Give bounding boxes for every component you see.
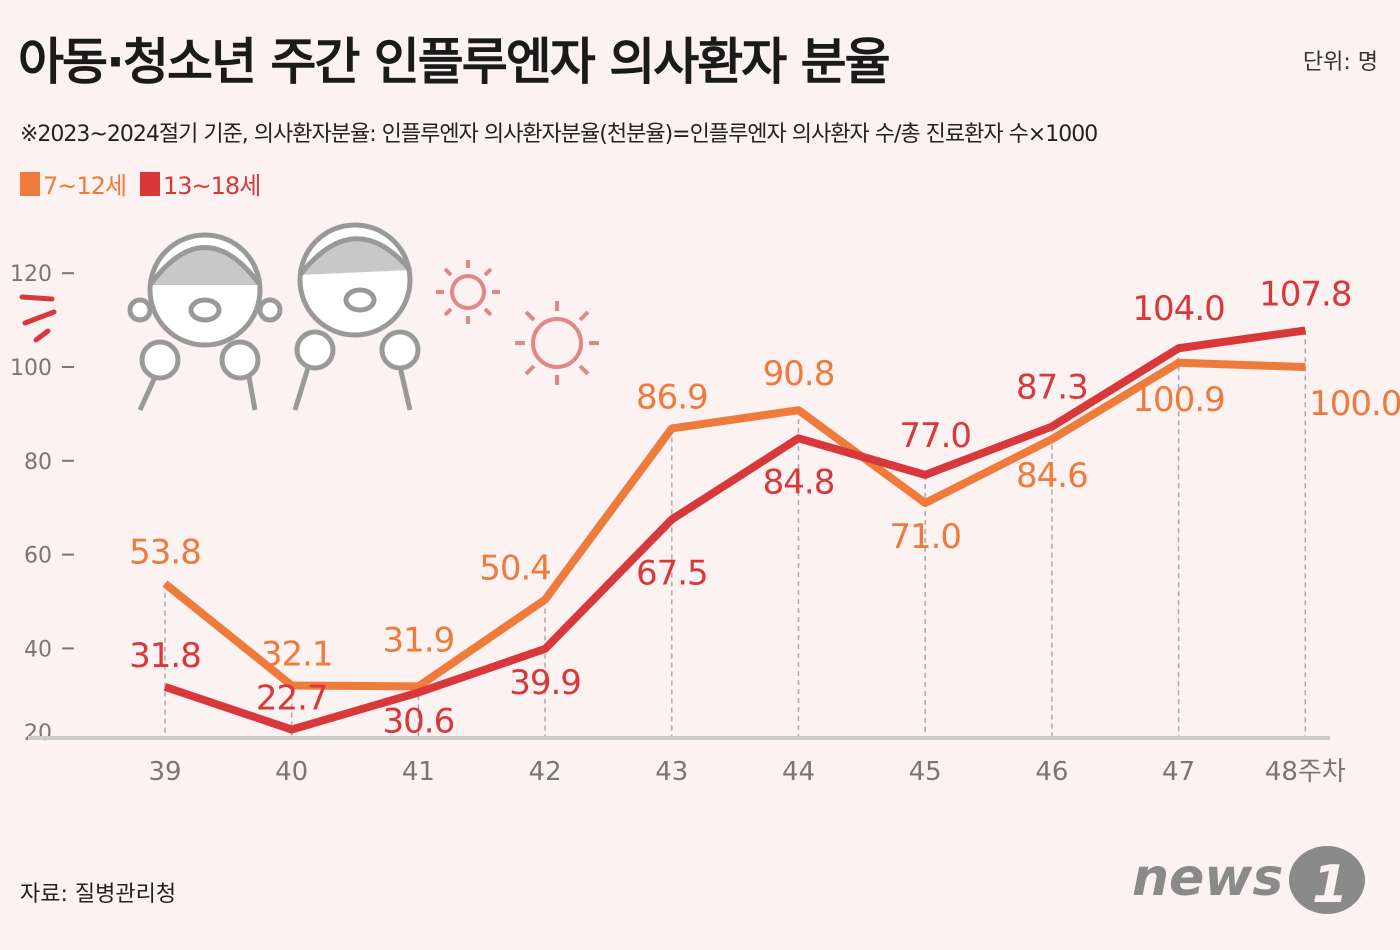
series-line-13-18	[163, 326, 1306, 734]
grid	[164, 330, 1307, 738]
illustration-children	[127, 222, 421, 412]
legend-swatch	[20, 171, 40, 196]
child-girl-icon	[127, 232, 283, 412]
y-tick-label: 40	[24, 637, 52, 662]
legend: 7~12세 13~18세	[20, 166, 261, 201]
x-axis: 39 40 41 42 43 44 45 46 47 48주차	[148, 757, 1345, 787]
data-label: 87.3	[1016, 368, 1088, 408]
data-label: 31.9	[383, 620, 455, 660]
x-tick-label: 45	[909, 757, 942, 787]
data-label: 107.8	[1259, 274, 1351, 314]
legend-item-7-12: 7~12세	[20, 166, 127, 201]
x-tick-label: 46	[1035, 757, 1068, 787]
sneeze-marks-icon	[19, 294, 57, 343]
virus-icon	[436, 260, 599, 385]
data-label: 90.8	[763, 354, 835, 394]
series-line-7-12	[162, 358, 1306, 691]
x-tick-label: 41	[402, 757, 435, 787]
data-label: 32.1	[261, 634, 333, 674]
y-tick-label: 20	[24, 721, 52, 746]
x-tick-label: 39	[148, 757, 181, 787]
legend-label: 13~18세	[163, 172, 261, 200]
data-label: 31.8	[129, 636, 201, 676]
series-lines	[162, 326, 1306, 734]
data-label: 77.0	[899, 416, 971, 456]
data-label: 53.8	[129, 533, 201, 573]
data-label: 100.0	[1309, 384, 1400, 424]
news1-logo: news 1	[1132, 840, 1372, 924]
data-labels: 53.8 32.1 31.9 50.4 86.9 90.8 71.0 84.6 100.9 100…	[129, 274, 1400, 741]
legend-swatch	[140, 171, 160, 196]
source-note: 자료: 질병관리청	[20, 882, 177, 907]
data-label: 22.7	[256, 679, 328, 719]
data-label: 84.6	[1016, 456, 1088, 496]
unit-label: 단위: 명	[1302, 50, 1378, 75]
data-label: 86.9	[636, 377, 708, 417]
y-tick-label: 100	[10, 356, 52, 381]
data-label: 50.4	[479, 549, 551, 589]
y-tick-label: 120	[10, 262, 52, 287]
y-tick-label: 60	[24, 544, 52, 569]
x-tick-label: 48주차	[1265, 757, 1346, 787]
legend-item-13-18: 13~18세	[140, 166, 261, 201]
x-tick-label: 43	[655, 757, 688, 787]
x-tick-label: 40	[275, 757, 308, 787]
data-label: 71.0	[889, 517, 961, 557]
data-label: 100.9	[1132, 380, 1224, 420]
svg-text:1: 1	[1312, 855, 1348, 915]
x-tick-label: 44	[782, 757, 815, 787]
chart-title: 아동·청소년 주간 인플루엔자 의사환자 분율	[18, 33, 891, 91]
svg-text:news: news	[1132, 848, 1283, 908]
y-tick-label: 80	[24, 450, 52, 475]
y-axis: 20 40 60 80 100 120	[10, 262, 74, 746]
x-tick-label: 47	[1162, 757, 1195, 787]
data-label: 67.5	[636, 553, 708, 593]
data-label: 39.9	[509, 663, 581, 703]
data-label: 104.0	[1132, 289, 1224, 329]
data-label: 84.8	[763, 462, 835, 502]
legend-label: 7~12세	[43, 172, 127, 200]
chart-subtitle: ※2023~2024절기 기준, 의사환자분율: 인플루엔자 의사환자분율(천분…	[20, 122, 1098, 147]
child-boy-icon	[292, 222, 421, 411]
x-tick-label: 42	[529, 757, 562, 787]
data-label: 30.6	[383, 701, 455, 741]
